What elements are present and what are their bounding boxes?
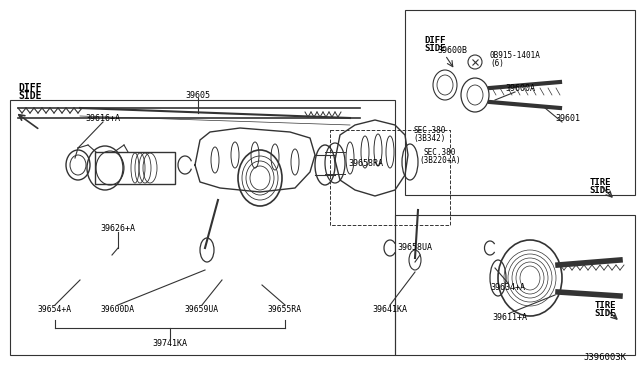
Text: SIDE: SIDE bbox=[19, 91, 42, 101]
Text: 39741KA: 39741KA bbox=[152, 339, 188, 347]
Bar bbox=[10, 100, 395, 355]
Text: (3B220+A): (3B220+A) bbox=[419, 155, 461, 164]
Text: 39634+A: 39634+A bbox=[490, 283, 525, 292]
Text: 39641KA: 39641KA bbox=[372, 305, 408, 314]
Text: 39600DA: 39600DA bbox=[101, 305, 135, 314]
Text: DIFF: DIFF bbox=[19, 83, 42, 93]
Text: (6): (6) bbox=[490, 58, 504, 67]
Bar bbox=[95, 152, 175, 184]
Text: DIFF: DIFF bbox=[424, 35, 445, 45]
Text: 39658RA: 39658RA bbox=[348, 158, 383, 167]
Text: 39654+A: 39654+A bbox=[38, 305, 72, 314]
Text: SEC.380: SEC.380 bbox=[424, 148, 456, 157]
Text: SIDE: SIDE bbox=[595, 308, 616, 317]
Text: 39600B: 39600B bbox=[437, 45, 467, 55]
Bar bbox=[405, 10, 635, 195]
Text: 39616+A: 39616+A bbox=[86, 113, 120, 122]
Text: 39605: 39605 bbox=[186, 90, 211, 99]
Text: 39659UA: 39659UA bbox=[185, 305, 219, 314]
Text: SEC.380: SEC.380 bbox=[414, 125, 446, 135]
Text: (3B342): (3B342) bbox=[414, 134, 446, 142]
Text: SIDE: SIDE bbox=[589, 186, 611, 195]
Text: J396003K: J396003K bbox=[584, 353, 627, 362]
Text: 0B915-1401A: 0B915-1401A bbox=[490, 51, 541, 60]
Text: 39655RA: 39655RA bbox=[268, 305, 302, 314]
Text: TIRE: TIRE bbox=[589, 177, 611, 186]
Text: 39658UA: 39658UA bbox=[397, 244, 432, 253]
Text: TIRE: TIRE bbox=[595, 301, 616, 310]
Bar bbox=[395, 215, 635, 355]
Text: 39601: 39601 bbox=[556, 113, 580, 122]
Text: 39626+A: 39626+A bbox=[100, 224, 136, 232]
Text: 39611+A: 39611+A bbox=[493, 314, 527, 323]
Text: SIDE: SIDE bbox=[424, 44, 445, 52]
Text: 39600A: 39600A bbox=[505, 83, 535, 93]
